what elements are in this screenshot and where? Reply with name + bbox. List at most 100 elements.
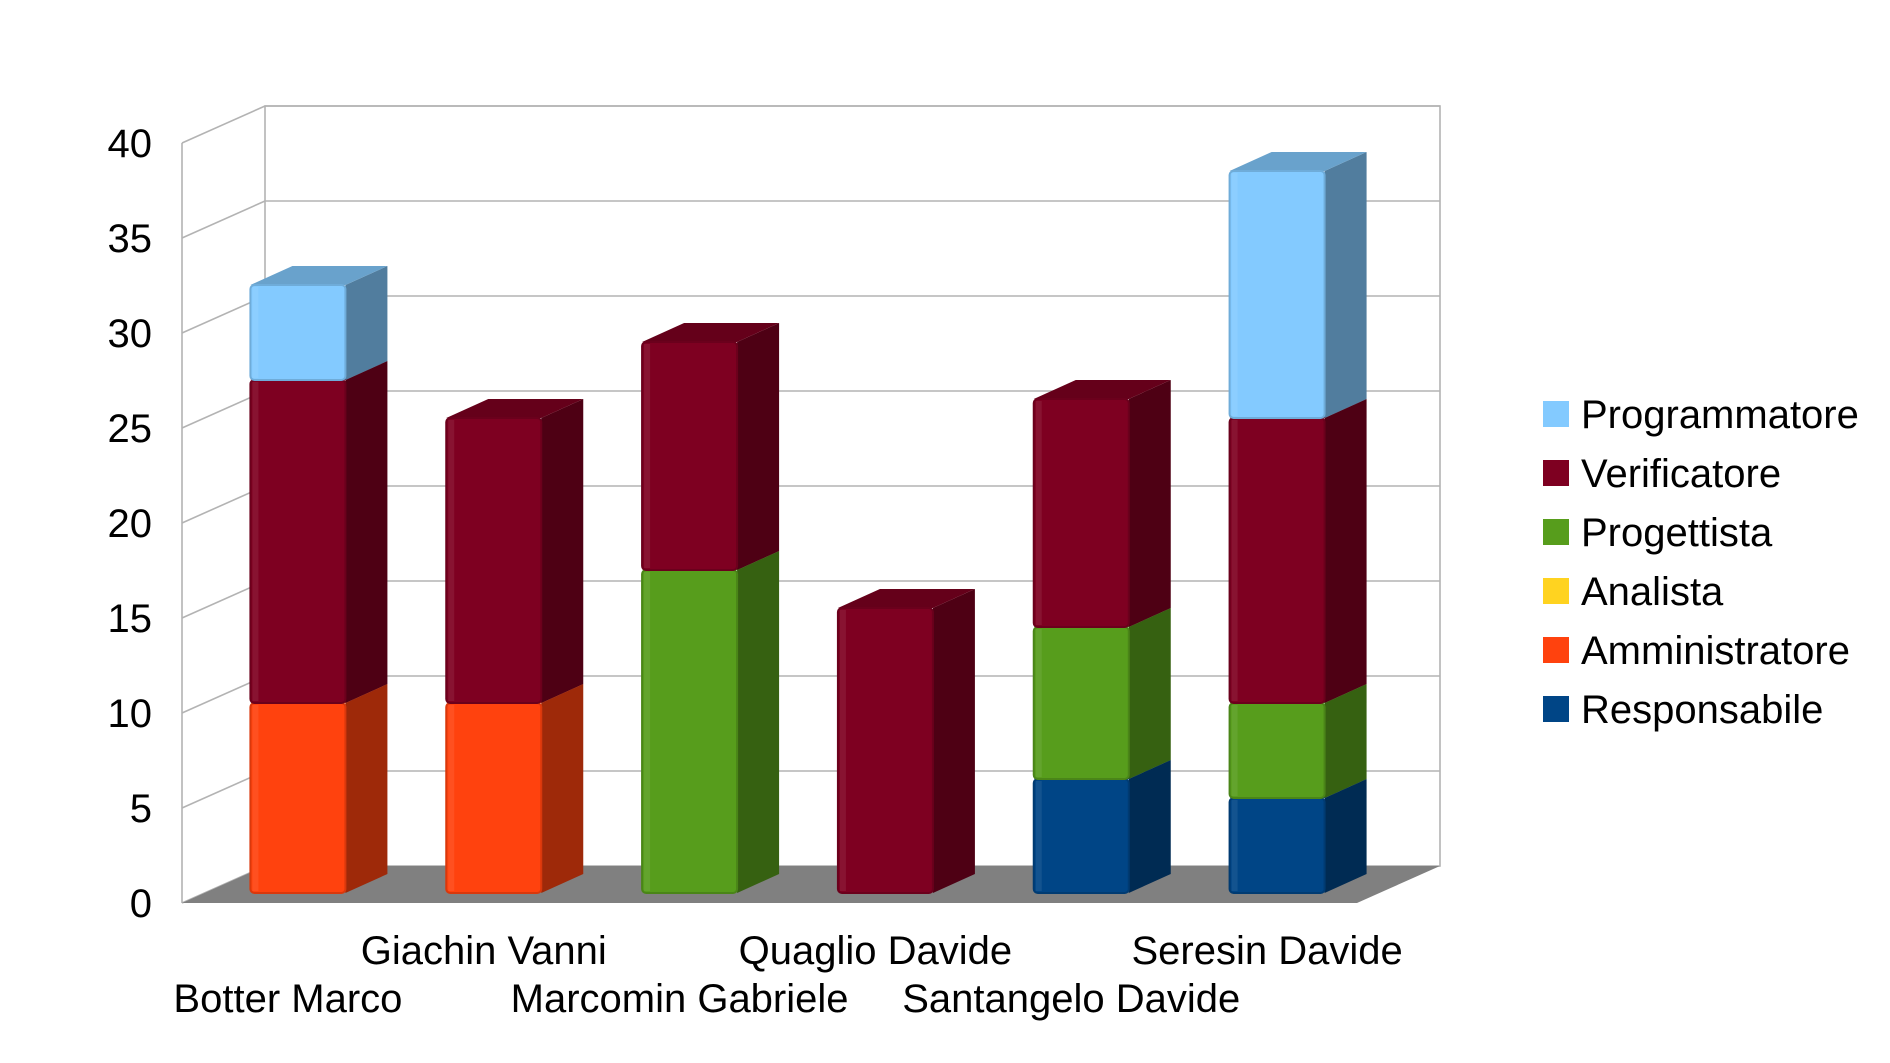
bar-santangelo-davide-verificatore [1032,380,1171,628]
legend-swatch [1543,578,1569,604]
bar-highlight [448,420,455,701]
bar-front-face [249,284,347,381]
bar-top-face [250,266,388,285]
legend: Programmatore Verificatore Progettista Anal… [1543,393,1859,732]
y-tick-label: 30 [108,312,153,356]
legend-label: Programmatore [1581,393,1859,437]
bar-side-face [737,323,780,570]
legend-label: Analista [1581,570,1724,614]
bar-top-face [837,589,975,608]
gridline-side [181,200,266,239]
bar-side-face [541,399,584,703]
bar-side-face [1324,684,1367,798]
bar-highlight [448,705,455,891]
bar-front-face [1032,778,1130,894]
bar-santangelo-davide-progettista [1032,608,1171,780]
x-category-label: Marcomin Gabriele [511,977,849,1021]
y-tick-label: 10 [108,692,153,736]
bar-side-face [1324,779,1367,893]
bar-highlight [1231,800,1238,891]
bar-highlight [252,287,259,378]
bar-front-face [445,702,543,894]
bar-front-face [249,379,347,704]
bar-highlight [1231,420,1238,701]
bar-highlight [1231,173,1238,416]
bar-front-face [1032,626,1130,780]
y-tick-label: 15 [108,597,153,641]
bar-front-face [1228,170,1326,419]
bar-botter-marco-amministratore [249,684,388,894]
legend-swatch [1543,696,1569,722]
y-axis-tick-labels: 0 5 10 15 20 25 30 35 40 [108,122,153,926]
bar-side-face [1324,152,1367,418]
bars-layer [249,152,1367,894]
y-tick-label: 35 [108,217,153,261]
x-category-label: Botter Marco [173,977,402,1021]
bar-side-face [1128,380,1171,627]
legend-label: Amministratore [1581,629,1850,673]
bar-botter-marco-programmatore [249,266,388,381]
bar-highlight [1035,781,1042,891]
bar-front-face [1228,797,1326,894]
bar-highlight [1035,401,1042,625]
legend-swatch [1543,637,1569,663]
bar-highlight [644,572,651,891]
y-tick-label: 5 [130,787,152,831]
bar-front-face [1228,417,1326,704]
gridline-side [181,105,266,144]
y-tick-label: 25 [108,407,153,451]
bar-front-face [1032,398,1130,628]
bar-side-face [345,361,388,703]
bar-top-face [446,399,584,418]
bar-front-face [836,607,934,894]
bar-highlight [644,344,651,568]
bar-botter-marco-verificatore [249,361,388,704]
legend-item-programmatore: Programmatore [1543,393,1859,437]
bar-top-face [1033,380,1171,399]
bar-side-face [1324,399,1367,703]
x-category-label: Santangelo Davide [902,977,1240,1021]
bar-side-face [345,266,388,380]
x-category-label: Seresin Davide [1131,929,1402,973]
bar-giachin-vanni-verificatore [445,399,584,704]
x-category-label: Giachin Vanni [361,929,607,973]
legend-item-progettista: Progettista [1543,511,1773,555]
bar-marcomin-gabriele-progettista [641,551,780,894]
bar-top-face [642,323,780,342]
legend-item-amministratore: Amministratore [1543,629,1850,673]
bar-seresin-davide-verificatore [1228,399,1367,704]
bar-highlight [252,382,259,701]
legend-item-analista: Analista [1543,570,1724,614]
bar-top-face [1229,152,1367,171]
x-category-label: Quaglio Davide [739,929,1013,973]
legend-swatch [1543,460,1569,486]
legend-swatch [1543,519,1569,545]
bar-highlight [1035,629,1042,777]
legend-swatch [1543,401,1569,427]
bar-front-face [641,569,739,894]
bar-highlight [1231,705,1238,796]
bar-front-face [1228,702,1326,799]
legend-label: Responsabile [1581,688,1823,732]
bar-seresin-davide-programmatore [1228,152,1367,419]
legend-item-verificatore: Verificatore [1543,452,1781,496]
bar-side-face [1128,608,1171,779]
legend-label: Progettista [1581,511,1773,555]
bar-marcomin-gabriele-verificatore [641,323,780,571]
bar-giachin-vanni-amministratore [445,684,584,894]
bar-highlight [252,705,259,891]
bar-front-face [249,702,347,894]
legend-label: Verificatore [1581,452,1781,496]
bar-side-face [737,551,780,893]
bar-side-face [1128,760,1171,893]
bar-side-face [541,684,584,893]
bar-side-face [345,684,388,893]
bar-front-face [445,417,543,704]
y-tick-label: 0 [130,882,152,926]
y-tick-label: 40 [108,122,153,166]
bar-quaglio-davide-verificatore [836,589,975,894]
y-tick-label: 20 [108,502,153,546]
